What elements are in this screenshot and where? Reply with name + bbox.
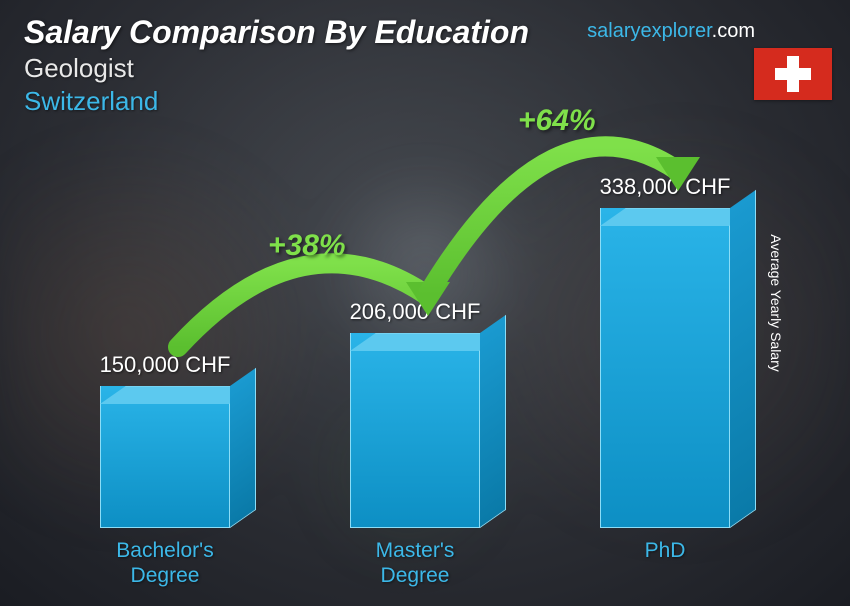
bar-front-face <box>600 208 730 528</box>
bars-container: 150,000 CHF 206,000 CHF 338,000 CHF <box>40 140 790 528</box>
percent-increase-label: +64% <box>518 104 596 138</box>
bar-group: 338,000 CHF <box>541 174 789 528</box>
subtitle-country: Switzerland <box>24 86 826 117</box>
switzerland-flag-icon <box>754 48 832 100</box>
infographic-container: Salary Comparison By Education Geologist… <box>0 0 850 606</box>
percent-increase-label: +38% <box>268 229 346 263</box>
x-axis-labels: Bachelor'sDegreeMaster'sDegreePhD <box>40 538 790 588</box>
bar-side-face <box>730 190 756 528</box>
bar-value-label: 338,000 CHF <box>600 174 731 200</box>
bar-3d <box>100 386 230 528</box>
bar-value-label: 206,000 CHF <box>350 299 481 325</box>
bar-side-face <box>230 368 256 528</box>
bar-group: 150,000 CHF <box>41 352 289 528</box>
bar-front-face <box>100 386 230 528</box>
bar-3d <box>350 333 480 528</box>
brand-suffix: .com <box>712 20 755 42</box>
bar-group: 206,000 CHF <box>291 299 539 528</box>
bar-value-label: 150,000 CHF <box>100 352 231 378</box>
x-axis-label: Master'sDegree <box>291 538 539 588</box>
bar-3d <box>600 208 730 528</box>
brand-name: salaryexplorer <box>587 20 712 42</box>
bar-front-face <box>350 333 480 528</box>
x-axis-label: Bachelor'sDegree <box>41 538 289 588</box>
bar-side-face <box>480 315 506 528</box>
chart-area: 150,000 CHF 206,000 CHF 338,000 CHF Bachel… <box>40 140 790 588</box>
subtitle-occupation: Geologist <box>24 53 826 84</box>
brand-logo: salaryexplorer.com <box>587 20 755 43</box>
x-axis-label: PhD <box>541 538 789 588</box>
